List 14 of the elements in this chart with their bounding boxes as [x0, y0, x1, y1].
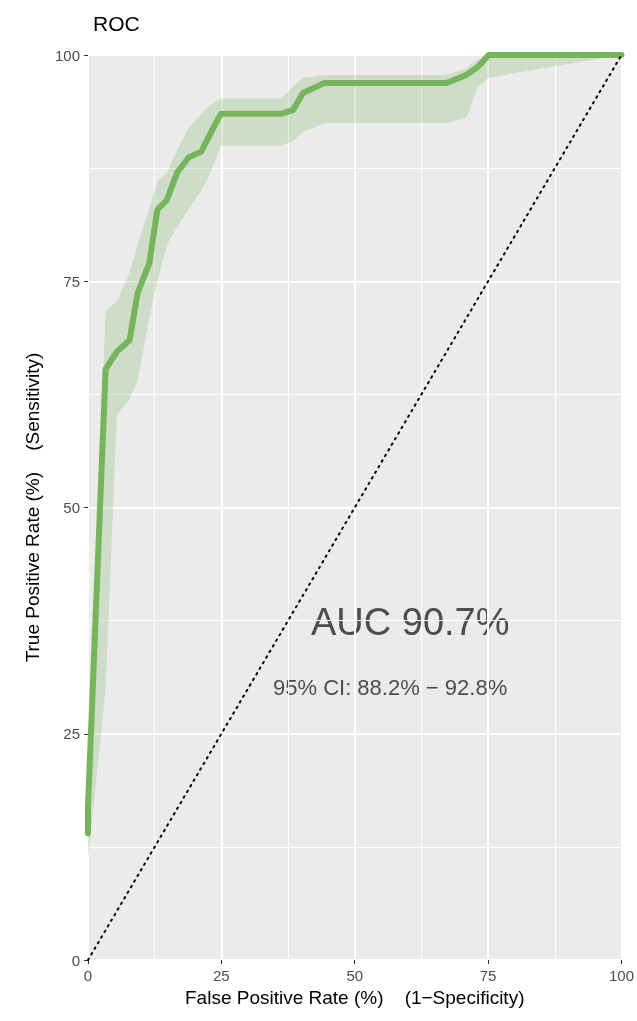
y-tick-label: 75 — [63, 272, 80, 290]
x-tick-label: 0 — [83, 967, 93, 984]
y-axis-title: True Positive Rate (%) (Sensitivity) — [22, 352, 43, 663]
y-tick-label: 0 — [71, 951, 80, 969]
x-tick-label: 75 — [479, 967, 497, 984]
x-tick-label: 100 — [608, 967, 634, 984]
x-tick-label: 50 — [346, 967, 364, 984]
y-tick-label: 25 — [63, 725, 80, 743]
annotation: 95% CI: 88.2% − 92.8% — [273, 674, 508, 700]
chart-title: ROC — [93, 12, 140, 35]
x-tick-label: 25 — [213, 967, 230, 984]
x-axis-title: False Positive Rate (%) (1−Specificity) — [185, 987, 525, 1008]
y-tick-label: 100 — [54, 46, 80, 64]
y-tick-label: 50 — [63, 499, 80, 516]
